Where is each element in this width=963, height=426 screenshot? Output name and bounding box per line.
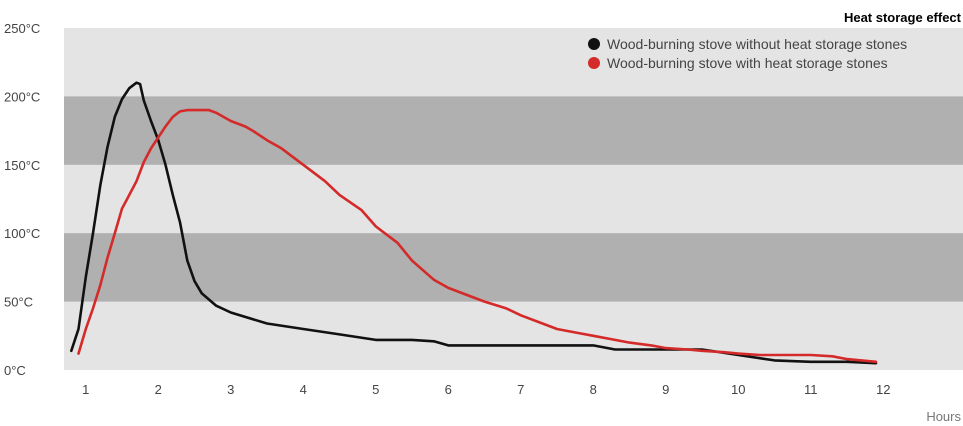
band-dark-1 [64,96,963,165]
y-axis-ticks: 0°C 50°C 100°C 150°C 200°C 250°C [4,21,40,378]
x-tick-label-2: 2 [155,382,162,397]
x-tick-label-6: 6 [445,382,452,397]
legend-label-with-stones: Wood-burning stove with heat storage sto… [607,55,888,71]
y-tick-label-250: 250°C [4,21,40,36]
background-bands [64,28,963,370]
x-tick-label-1: 1 [82,382,89,397]
series-line-0 [70,81,878,365]
y-tick-label-0: 0°C [4,363,26,378]
y-tick-label-100: 100°C [4,226,40,241]
x-tick-label-3: 3 [227,382,234,397]
legend-label-without-stones: Wood-burning stove without heat storage … [607,36,907,52]
y-tick-label-150: 150°C [4,158,40,173]
band-light [64,28,963,370]
y-tick-label-50: 50°C [4,295,33,310]
x-axis-label: Hours [926,409,961,424]
y-tick-label-200: 200°C [4,89,40,104]
band-dark-0 [64,233,963,302]
x-tick-label-11: 11 [804,382,818,397]
x-axis-ticks: 1 2 3 4 5 6 7 8 9 10 11 12 [82,382,890,397]
x-tick-label-4: 4 [300,382,307,397]
legend-marker-without-stones [588,38,600,50]
x-tick-label-12: 12 [876,382,890,397]
series-line-1 [77,108,878,364]
x-tick-label-10: 10 [731,382,745,397]
x-tick-label-7: 7 [517,382,524,397]
x-tick-label-5: 5 [372,382,379,397]
x-tick-label-9: 9 [662,382,669,397]
legend: Wood-burning stove without heat storage … [588,36,907,71]
legend-marker-with-stones [588,57,600,69]
chart-title: Heat storage effect [844,10,962,25]
series-lines [70,81,878,365]
x-tick-label-8: 8 [590,382,597,397]
